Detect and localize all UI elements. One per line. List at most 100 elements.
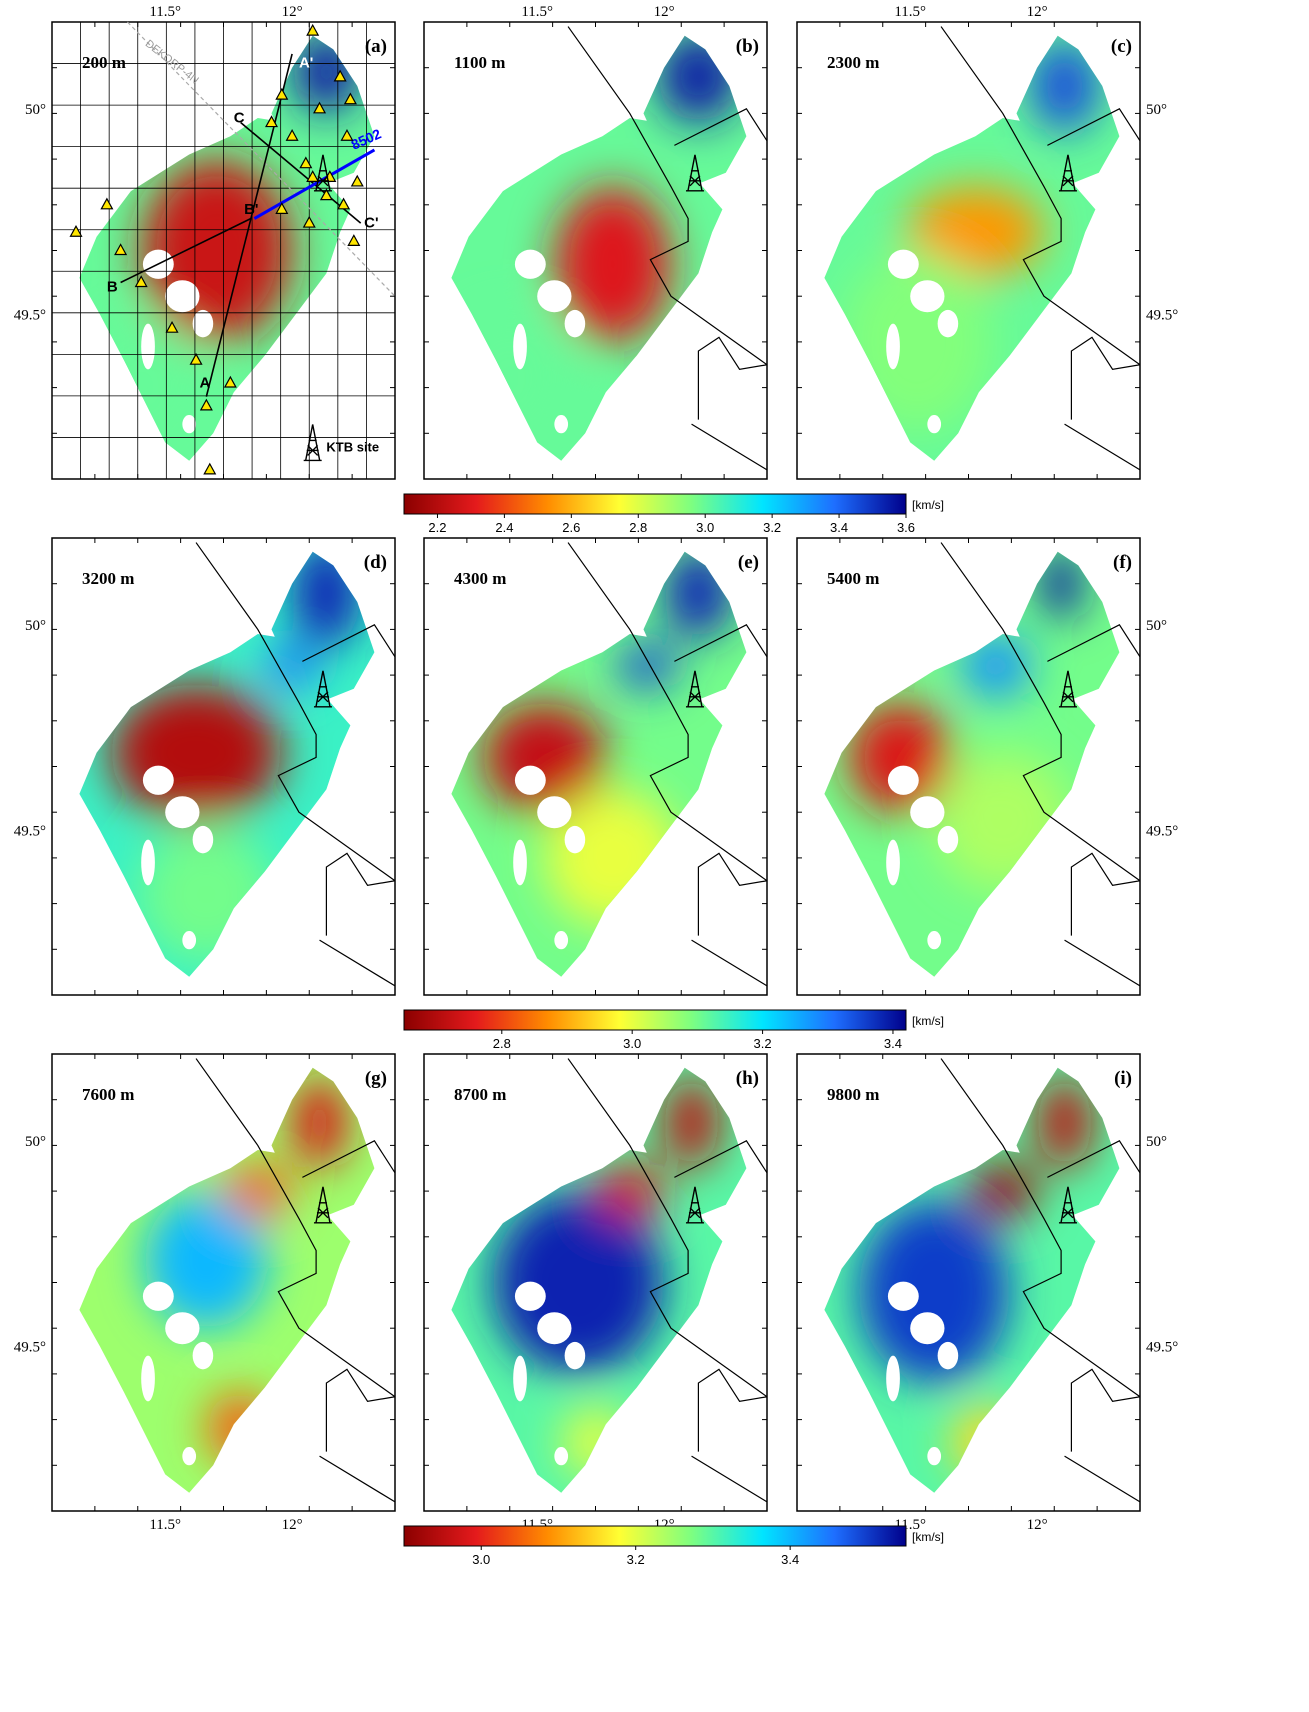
profile-label: A' <box>299 55 313 72</box>
lat-tick-label: 49.5° <box>14 1339 46 1355</box>
geological-boundary-4 <box>692 940 767 986</box>
geological-boundary-4 <box>1065 424 1140 470</box>
colorbar-gradient <box>404 494 906 514</box>
station-marker <box>101 199 112 209</box>
lon-tick-label: 12° <box>282 4 303 20</box>
panel-label: (g) <box>365 1068 387 1089</box>
colorbar-tick-label: 2.6 <box>562 520 580 535</box>
panel-label: (h) <box>736 1068 759 1089</box>
geological-boundary-3 <box>1071 337 1140 419</box>
lon-tick-label: 11.5° <box>149 1517 181 1533</box>
geological-boundary-3 <box>698 1369 767 1451</box>
depth-label: 3200 m <box>82 569 134 588</box>
geological-boundary-4 <box>692 1456 767 1502</box>
colorbar-tick-label: 2.8 <box>493 1036 511 1051</box>
profile-label: A <box>199 375 210 392</box>
lon-tick-label: 12° <box>654 4 675 20</box>
lat-tick-label: 50° <box>1146 618 1167 634</box>
depth-label: 200 m <box>82 53 126 72</box>
colorbar-tick-label: 3.4 <box>781 1552 799 1567</box>
geological-boundary-3 <box>698 853 767 935</box>
colorbar-gradient <box>404 1010 906 1030</box>
panel-h: 8700 m(h)11.5° 12° <box>424 1054 767 1533</box>
profile-label: C <box>234 110 245 127</box>
panel-b: 1100 m (b) 11.5° 12° <box>424 4 767 479</box>
lat-tick-label: 49.5° <box>1146 1339 1178 1355</box>
velocity-field <box>424 538 767 995</box>
station-marker <box>204 464 215 474</box>
colorbar-tick-label: 2.4 <box>495 520 513 535</box>
panel-label: (c) <box>1111 36 1132 57</box>
geological-boundary-4 <box>1065 1456 1140 1502</box>
depth-label: 5400 m <box>827 569 879 588</box>
velocity-field <box>797 22 1140 479</box>
colorbar-tick-label: 3.0 <box>696 520 714 535</box>
depth-label: 7600 m <box>82 1085 134 1104</box>
colorbar-gradient <box>404 1526 906 1546</box>
colorbar-3: 3.0 3.2 3.4[km/s] <box>404 1526 944 1567</box>
depth-label: 8700 m <box>454 1085 506 1104</box>
geological-boundary-4 <box>692 424 767 470</box>
colorbar-tick-label: 3.0 <box>623 1036 641 1051</box>
lat-tick-label: 50° <box>1146 1134 1167 1150</box>
panel-d: 3200 m (d) 50° 49.5° <box>14 538 395 995</box>
lon-tick-label: 12° <box>1027 4 1048 20</box>
panel-f: 5400 m (f) 50° 49.5° <box>797 538 1178 995</box>
panel-label: (a) <box>365 36 387 57</box>
lat-tick-label: 50° <box>25 1134 46 1150</box>
panel-label: (i) <box>1114 1068 1132 1089</box>
station-marker <box>352 176 363 186</box>
panel-label: (d) <box>364 552 387 573</box>
panel-a: 200 m (a) 11.5° 12° 50° 49.5° DEKORP-4N A A' B B' C… <box>14 4 395 479</box>
geological-boundary-3 <box>1071 853 1140 935</box>
geological-boundary-3 <box>326 1369 395 1451</box>
profile-label: B <box>107 279 118 296</box>
lat-tick-label: 49.5° <box>14 823 46 839</box>
velocity-field <box>424 1054 767 1511</box>
colorbar-tick-label: 3.2 <box>754 1036 772 1051</box>
geological-boundary-3 <box>698 337 767 419</box>
colorbar-unit: [km/s] <box>912 498 944 512</box>
colorbar-tick-label: 2.8 <box>629 520 647 535</box>
velocity-field <box>52 538 395 995</box>
depth-label: 4300 m <box>454 569 506 588</box>
colorbar-tick-label: 3.4 <box>830 520 848 535</box>
depth-label: 9800 m <box>827 1085 879 1104</box>
velocity-field <box>797 538 1140 995</box>
panels-layer: 200 m (a) 11.5° 12° 50° 49.5° DEKORP-4N A A' B B' C… <box>14 4 1179 1533</box>
velocity-field <box>797 1054 1140 1511</box>
colorbar-unit: [km/s] <box>912 1014 944 1028</box>
panel-g: 7600 m (g) 11.5° 12° 50° 49.5° <box>14 1054 395 1533</box>
geological-boundary-4 <box>320 1456 395 1502</box>
colorbar-tick-label: 3.2 <box>763 520 781 535</box>
lat-tick-label: 49.5° <box>1146 823 1178 839</box>
lat-tick-label: 49.5° <box>14 307 46 323</box>
panel-label: (b) <box>736 36 759 57</box>
geological-boundary-4 <box>320 940 395 986</box>
lon-tick-label: 12° <box>1027 1517 1048 1533</box>
lat-tick-label: 50° <box>25 102 46 118</box>
ktb-legend-label: KTB site <box>326 440 379 455</box>
lon-tick-label: 11.5° <box>894 4 926 20</box>
lat-tick-label: 49.5° <box>1146 307 1178 323</box>
colorbar-tick-label: 3.4 <box>884 1036 902 1051</box>
depth-label: 1100 m <box>454 53 505 72</box>
panel-i: 9800 m(i)11.5° 12°50°49.5° <box>797 1054 1178 1533</box>
lon-tick-label: 12° <box>282 1517 303 1533</box>
colorbar-1: 2.2 2.4 2.6 2.8 3.0 3.2 3.4 3.6[km/s] <box>404 494 944 535</box>
geological-boundary-4 <box>1065 940 1140 986</box>
station-marker <box>348 235 359 245</box>
panel-c: 2300 m (c) 11.5° 12° 50° 49.5° <box>797 4 1178 479</box>
geological-boundary-3 <box>1071 1369 1140 1451</box>
lon-tick-label: 11.5° <box>521 4 553 20</box>
depth-label: 2300 m <box>827 53 879 72</box>
lat-tick-label: 50° <box>1146 102 1167 118</box>
ktb-legend-icon <box>304 424 322 460</box>
colorbar-2: 2.8 3.0 3.2 3.4 [km/s] <box>404 1010 944 1051</box>
profile-label: C' <box>364 215 378 232</box>
colorbar-unit: [km/s] <box>912 1530 944 1544</box>
panel-label: (f) <box>1113 552 1132 573</box>
geological-boundary-3 <box>326 853 395 935</box>
lon-tick-label: 11.5° <box>149 4 181 20</box>
